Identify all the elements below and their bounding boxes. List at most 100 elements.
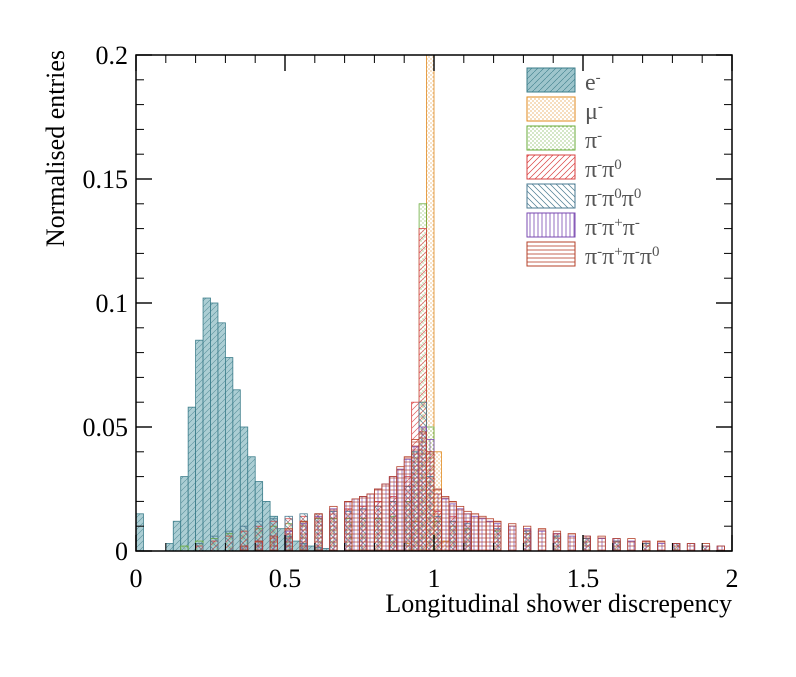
histogram-bar — [672, 543, 681, 552]
histogram-bar — [351, 498, 360, 552]
histogram-bar — [612, 538, 621, 552]
histogram-bar — [299, 520, 308, 552]
legend-label: π-π+π-π0 — [585, 244, 659, 270]
histogram-bar — [284, 528, 293, 552]
histogram-bar — [552, 530, 562, 552]
histogram-bar — [329, 505, 338, 552]
histogram-bar — [292, 540, 301, 552]
legend: e-μ-π-π-π0 π-π0π0 π-π+π-π-π+π-π0 — [526, 67, 659, 270]
histogram-bar — [470, 513, 480, 552]
histogram-bar — [232, 389, 241, 552]
histogram-bar — [210, 535, 219, 552]
series-6 — [239, 431, 725, 552]
histogram-bar — [537, 528, 547, 552]
histogram-bar — [597, 535, 606, 552]
x-tick-label: 1.5 — [567, 564, 600, 593]
histogram-bar — [135, 513, 144, 552]
histogram-bar — [388, 476, 398, 552]
histogram-bar — [403, 456, 413, 552]
histogram-bar — [463, 510, 472, 552]
legend-item: π- — [526, 125, 602, 154]
x-tick-label: 0.5 — [269, 564, 302, 593]
x-tick-label: 0 — [130, 564, 143, 593]
histogram-bar — [262, 500, 271, 552]
histogram-bar — [165, 543, 174, 552]
histogram-bar — [195, 339, 204, 552]
legend-label: μ- — [585, 99, 603, 125]
legend-label: e- — [585, 70, 601, 96]
histogram-bar — [344, 500, 353, 552]
histogram-bar — [508, 523, 517, 552]
histogram-bar — [247, 456, 256, 552]
legend-swatch — [526, 96, 576, 122]
histogram-bar — [180, 476, 189, 552]
bars-layer — [135, 54, 725, 552]
histogram-bar — [478, 515, 487, 552]
histogram-bar — [366, 493, 375, 552]
legend-swatch — [526, 67, 576, 93]
legend-item: e- — [526, 67, 601, 96]
histogram-bar — [373, 488, 383, 552]
histogram-bar — [455, 505, 465, 552]
histogram-bar — [195, 543, 204, 552]
histogram-bar — [314, 513, 323, 552]
histogram-bar — [411, 438, 420, 552]
histogram-bar — [701, 543, 711, 552]
histogram-bar — [493, 520, 502, 552]
histogram-bar — [202, 297, 211, 552]
legend-label: π-π0 — [585, 157, 622, 183]
x-tick-label: 1 — [428, 564, 441, 593]
legend-swatch — [526, 241, 576, 267]
series-0 — [135, 297, 331, 552]
histogram-bar — [582, 535, 591, 552]
legend-item: μ- — [526, 96, 603, 125]
legend-item: π-π+π-π0 — [526, 241, 659, 270]
histogram-bar — [448, 500, 457, 552]
legend-swatch — [526, 183, 576, 209]
histogram-bar — [485, 518, 494, 552]
histogram-bar — [396, 466, 405, 552]
y-tick-label: 0.2 — [96, 41, 129, 70]
x-tick-label: 2 — [726, 564, 739, 593]
legend-swatch — [526, 125, 576, 151]
legend-label: π- — [585, 128, 602, 154]
histogram-bar — [686, 543, 696, 552]
histogram-bar — [187, 406, 196, 552]
histogram-bar — [426, 451, 435, 552]
histogram-bar — [418, 431, 427, 552]
histogram-bar — [269, 535, 278, 552]
y-tick-label: 0.1 — [96, 289, 129, 318]
legend-item: π-π0π0 — [526, 183, 641, 212]
histogram-bar — [217, 322, 226, 552]
histogram-bar — [224, 357, 234, 552]
tick-labels-layer: 0 0.5 1 1.5 2 0 0.05 0.1 0.15 0.2 — [83, 41, 739, 593]
legend-item: π-π0 — [526, 154, 622, 183]
histogram-bar — [657, 540, 666, 552]
y-tick-label: 0 — [115, 537, 128, 566]
y-axis-title: Normalised entries — [41, 50, 70, 247]
histogram-bar — [523, 525, 532, 552]
legend-label: π-π+π- — [585, 215, 640, 241]
histogram-bar — [224, 530, 234, 552]
histogram-bar — [433, 488, 442, 552]
histogram-bar — [381, 483, 390, 552]
x-axis-title: Longitudinal shower discrepency — [385, 589, 732, 618]
legend-swatch — [526, 212, 576, 238]
y-tick-label: 0.15 — [83, 165, 129, 194]
legend-item: π-π+π- — [526, 212, 640, 241]
y-tick-label: 0.05 — [83, 413, 129, 442]
histogram-bar — [359, 496, 368, 552]
ticks-layer — [135, 54, 733, 552]
histogram-bar — [277, 528, 286, 552]
histogram-bar — [210, 302, 219, 552]
histogram-bar — [627, 538, 636, 552]
histogram-bar — [567, 533, 576, 552]
legend-label: π-π0π0 — [585, 186, 641, 212]
histogram-bar — [172, 520, 182, 552]
histogram-bar — [254, 540, 264, 552]
histogram-bar — [642, 540, 651, 552]
legend-swatch — [526, 154, 576, 180]
histogram-bar — [441, 496, 450, 552]
